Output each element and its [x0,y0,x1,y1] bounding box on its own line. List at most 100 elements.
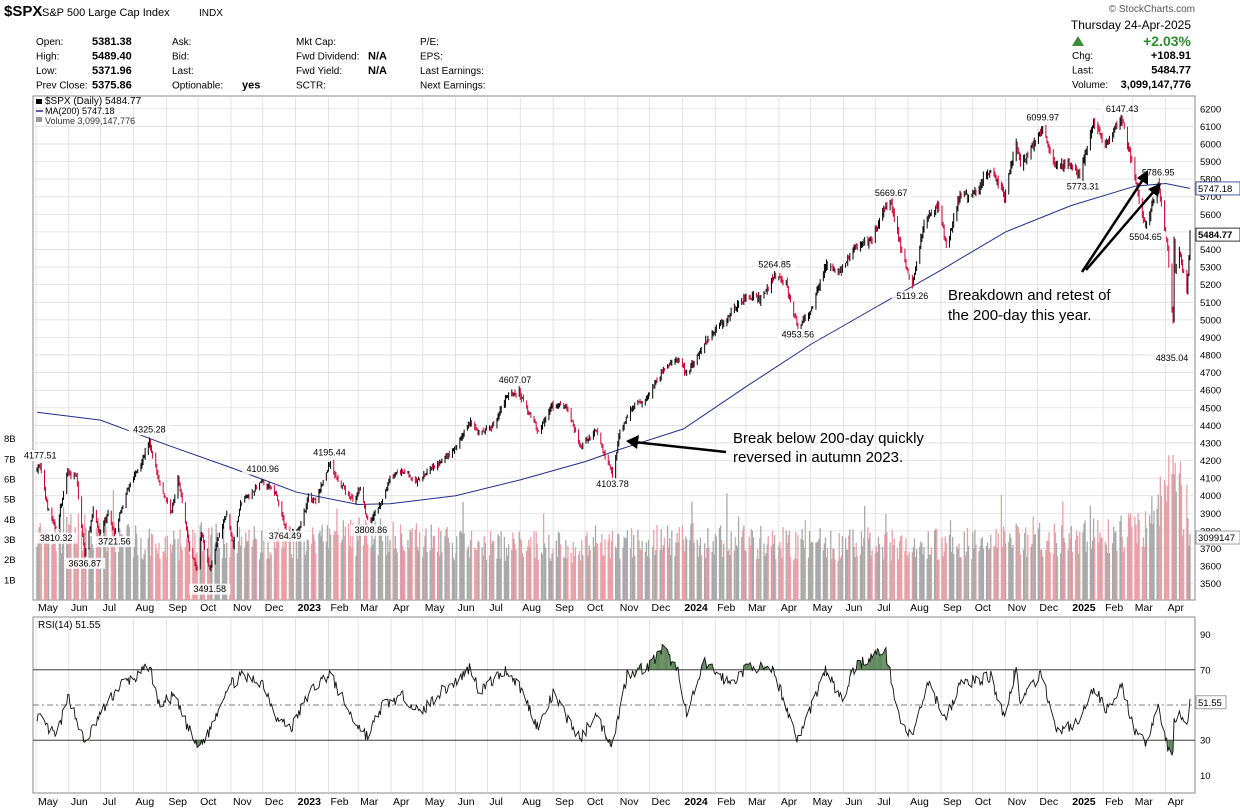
rsi-axis: 103050709051.55 [1195,630,1227,782]
annotation-text: the 200-day this year. [948,307,1091,324]
value-label: 4177.51 [24,451,57,461]
price-tick-label: 3900 [1200,509,1221,520]
axis-tag-label: 3099147 [1198,533,1235,544]
value-label: 4953.56 [782,330,815,340]
x-tick-label: Aug [910,602,929,614]
stat-label: Chg: [1072,51,1093,62]
rsi-extreme-fill [668,654,670,670]
price-tick-label: 4100 [1200,474,1221,485]
stat-value: 5381.38 [92,36,132,48]
x-tick-label: Nov [1008,602,1027,614]
price-tick-label: 5400 [1200,245,1221,256]
legend-ma: MA(200) 5747.18 [45,106,115,116]
x-tick-label: Sep [943,602,962,614]
value-label-bg [777,329,819,341]
x-tick-label: Oct [200,796,216,808]
x-tick-label: Apr [1168,796,1185,808]
rsi-tick-label: 10 [1200,771,1211,782]
price-tick-label: 5600 [1200,210,1221,221]
value-label-bg [1022,111,1064,123]
volume-tick-label: 8B [4,434,16,445]
stat-value: 5371.96 [92,65,132,77]
x-tick-label: Oct [975,796,991,808]
value-label: 4607.07 [499,375,532,385]
x-tick-label: Nov [620,796,639,808]
legend-bar-icon [36,99,42,104]
chart-header: $SPX S&P 500 Large Cap Index INDX © Stoc… [4,3,1195,92]
quote-stats: Open: 5381.38 High: 5489.40 Low: 5371.96 Prev … [36,36,486,92]
x-tick-label: 2024 [684,602,708,614]
price-tick-label: 4600 [1200,386,1221,397]
x-tick-label: Nov [233,796,252,808]
value-label-bg [870,187,912,199]
x-tick-label: Nov [620,602,639,614]
price-tick-label: 5100 [1200,298,1221,309]
value-label: 3764.49 [269,531,302,541]
price-tick-label: 3500 [1200,579,1221,590]
value-label: 3491.58 [194,584,227,594]
value-label-bg [19,450,61,462]
value-label: 5264.85 [758,259,791,269]
stat-label: Mkt Cap: [296,37,336,48]
rsi-extreme-fill [708,664,713,670]
value-label-bg [1124,231,1167,243]
x-tick-label: Aug [135,602,154,614]
x-tick-label: Apr [1168,602,1185,614]
value-label-bg [93,536,135,548]
annotation-text: Break below 200-day quickly [733,430,924,447]
value-label-bg [891,290,933,302]
rsi-x-axis: May Jun Jul Aug Sep Oct Nov Dec 2023 Feb Mar Apr May… [38,796,1184,808]
annotations: Break below 200-day quickly reversed in a… [626,170,1161,466]
rsi-extreme-fill [883,649,885,670]
axis-tag-label: 5747.18 [1198,184,1232,195]
price-tick-label: 4300 [1200,438,1221,449]
rsi-extreme-fill [662,644,664,670]
x-tick-label: May [813,796,834,808]
value-label: 3808.86 [355,525,388,535]
x-tick-label: Jun [845,602,862,614]
x-tick-label: Jun [71,602,88,614]
rsi-extreme-fill [849,667,854,677]
stat-label: Bid: [172,52,189,63]
rsi-extreme-fill [884,647,886,670]
legend-price: $SPX (Daily) 5484.77 [45,96,142,107]
rsi-tick-label: 70 [1200,665,1211,676]
up-triangle-icon [1072,36,1084,46]
rsi-panel: 103050709051.55 RSI(14) 51.55 MayJunJulA… [32,616,1227,808]
x-tick-label: Jul [489,796,502,808]
volume-axis: 1B 2B 3B 4B 5B 6B 7B 8B [4,434,16,586]
price-tick-label: 3700 [1200,544,1221,555]
value-label: 4325.28 [133,425,166,435]
value-label: 4835.04 [1156,353,1189,363]
x-tick-label: Jun [458,602,475,614]
symbol: $SPX [4,3,42,20]
rsi-extreme-fill [1167,740,1169,752]
value-label-bg [591,478,634,490]
x-tick-label: Aug [522,602,541,614]
x-tick-label: Mar [1135,602,1154,614]
price-grid [33,96,1195,600]
rsi-extreme-fill [649,658,653,670]
legend-volume: Volume 3,099,147,776 [45,116,135,126]
rsi-tick-label: 90 [1200,630,1211,641]
brand: © StockCharts.com [1109,4,1195,15]
rsi-extreme-fill [875,650,877,670]
axis-tag-box [1195,227,1240,242]
volume-tick-label: 2B [4,555,16,566]
value-label-bg [264,530,306,542]
rsi-line [36,643,1191,757]
rsi-extreme-fill [882,652,884,670]
stat-label: Fwd Dividend: [296,52,359,63]
rsi-extreme-fill [744,664,746,670]
rsi-extreme-fill [663,645,665,670]
index-name: S&P 500 Large Cap Index [42,7,170,19]
x-tick-label: Feb [717,602,735,614]
x-tick-label: May [425,602,446,614]
rsi-extreme-fill [656,650,661,670]
x-tick-label: Aug [910,796,929,808]
price-tick-label: 5300 [1200,263,1221,274]
rsi-value-tag: 51.55 [1198,698,1222,709]
value-label: 5504.65 [1129,232,1162,242]
price-axis: 3500360037003800390040004100420043004400… [1195,104,1240,590]
stat-label: Prev Close: [36,81,88,92]
